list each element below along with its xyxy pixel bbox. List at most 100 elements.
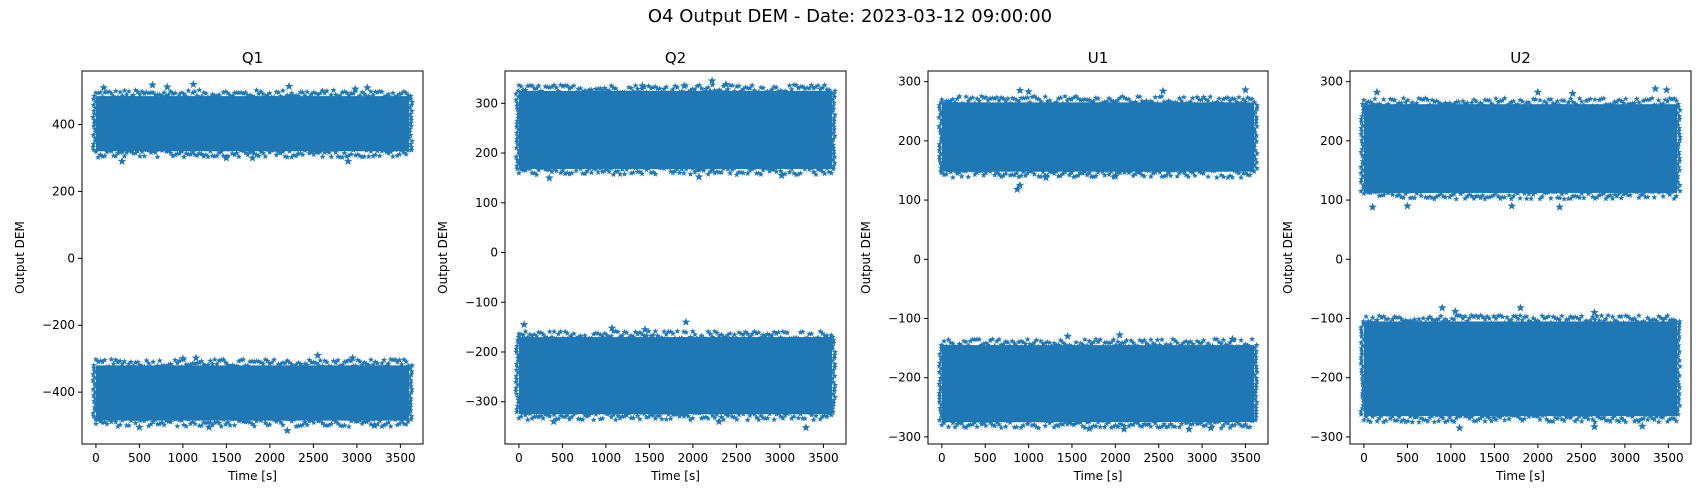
x-tick-label: 3500 xyxy=(1653,451,1684,465)
outlier-point xyxy=(777,170,786,180)
outlier-point xyxy=(248,153,257,162)
band-core xyxy=(518,90,833,169)
x-tick-label: 1000 xyxy=(168,451,199,465)
x-tick-label: 1500 xyxy=(634,451,665,465)
y-tick-label: 0 xyxy=(67,251,75,265)
band-edge-markers xyxy=(1357,94,1684,202)
y-tick-label: −100 xyxy=(465,295,498,309)
outlier-point xyxy=(1437,303,1447,312)
x-tick-label: 1500 xyxy=(1479,451,1510,465)
y-tick-label: 200 xyxy=(475,146,498,160)
band-core xyxy=(95,365,410,421)
subplot-title: U2 xyxy=(1510,49,1531,67)
outlier-point xyxy=(191,353,201,362)
outlier-point xyxy=(1590,422,1599,431)
outlier-point xyxy=(313,350,323,359)
outlier-point xyxy=(1368,202,1377,211)
outlier-point xyxy=(545,173,554,182)
y-tick-label: 300 xyxy=(898,75,921,89)
data-band-upper xyxy=(89,79,416,165)
x-tick-label: 3000 xyxy=(342,451,373,465)
y-tick-label: −300 xyxy=(465,395,498,409)
outlier-point xyxy=(178,354,188,363)
outlier-point xyxy=(1063,331,1072,340)
subplot-q2: 0 500 1000 1500 2000 2500 3000 3500−300−200−100… xyxy=(436,49,847,483)
x-tick-label: 2500 xyxy=(1143,451,1174,465)
outlier-point xyxy=(1516,303,1525,312)
x-tick-label: 500 xyxy=(1396,451,1419,465)
axes-frame xyxy=(1349,70,1692,445)
x-tick-label: 3500 xyxy=(1230,451,1261,465)
outlier-point xyxy=(1041,173,1051,182)
outlier-point xyxy=(117,156,127,165)
band-edge-markers xyxy=(89,86,416,160)
outlier-point xyxy=(1015,86,1025,95)
outlier-point xyxy=(1662,85,1671,94)
y-tick-label: −100 xyxy=(1310,311,1343,325)
x-tick-label: 1000 xyxy=(591,451,622,465)
outlier-point xyxy=(1119,424,1129,433)
subplot-u2: 0 500 1000 1500 2000 2500 3000 3500−300−200−100… xyxy=(1281,49,1692,483)
y-tick-label: −200 xyxy=(888,371,921,385)
outlier-point xyxy=(348,353,357,362)
outlier-point xyxy=(1590,308,1599,317)
data-band-upper xyxy=(513,76,839,182)
y-axis-label: Output DEM xyxy=(436,221,450,294)
x-tick-label: 3000 xyxy=(1610,451,1641,465)
outlier-point xyxy=(343,156,353,165)
x-axis-label: Time [s] xyxy=(650,469,700,483)
x-tick-label: 2000 xyxy=(1523,451,1554,465)
y-tick-label: −300 xyxy=(1310,430,1343,444)
x-tick-label: 1000 xyxy=(1013,451,1044,465)
outlier-point xyxy=(1206,423,1216,432)
outlier-point xyxy=(222,153,231,162)
band-edge-markers xyxy=(935,93,1261,181)
y-tick-label: 200 xyxy=(898,134,921,148)
outlier-point xyxy=(1403,201,1412,210)
band-edge-markers xyxy=(512,328,839,423)
subplot-title: Q2 xyxy=(665,49,686,67)
outlier-point xyxy=(1651,84,1660,93)
outlier-point xyxy=(1024,87,1033,96)
band-edge-markers xyxy=(513,81,839,178)
outlier-point xyxy=(1533,87,1543,96)
x-tick-label: 3500 xyxy=(808,451,839,465)
outlier-point xyxy=(607,323,617,332)
x-tick-label: 500 xyxy=(128,451,151,465)
y-tick-label: −200 xyxy=(465,345,498,359)
x-tick-label: 2500 xyxy=(298,451,329,465)
y-tick-label: 100 xyxy=(475,196,498,210)
x-tick-label: 0 xyxy=(1360,451,1368,465)
band-core xyxy=(1363,104,1678,193)
y-tick-label: 200 xyxy=(52,184,75,198)
subplot-u1: 0 500 1000 1500 2000 2500 3000 3500−300−200−100… xyxy=(859,49,1269,483)
outlier-point xyxy=(640,325,650,334)
x-tick-label: 0 xyxy=(938,451,946,465)
outlier-point xyxy=(714,417,724,426)
outlier-point xyxy=(350,84,360,93)
outlier-point xyxy=(135,422,144,431)
x-tick-label: 2000 xyxy=(1100,451,1131,465)
band-core xyxy=(518,337,833,415)
outlier-point xyxy=(1455,423,1464,432)
outlier-point xyxy=(1555,202,1564,211)
y-axis-label: Output DEM xyxy=(859,221,873,294)
y-tick-label: −100 xyxy=(888,311,921,325)
y-tick-label: 200 xyxy=(1320,134,1343,148)
outlier-point xyxy=(549,417,558,426)
y-tick-label: 400 xyxy=(52,118,75,132)
outlier-point xyxy=(1450,306,1460,316)
band-edge-markers xyxy=(1357,312,1683,425)
outlier-point xyxy=(1111,171,1120,181)
outlier-point xyxy=(1568,89,1577,98)
y-tick-label: 100 xyxy=(1320,193,1343,207)
outlier-point xyxy=(363,83,372,92)
x-tick-label: 2500 xyxy=(721,451,752,465)
outlier-point xyxy=(1085,424,1094,433)
outlier-point xyxy=(1115,330,1124,339)
outlier-point xyxy=(638,81,647,90)
x-tick-label: 3000 xyxy=(1187,451,1218,465)
y-tick-label: 300 xyxy=(1320,75,1343,89)
